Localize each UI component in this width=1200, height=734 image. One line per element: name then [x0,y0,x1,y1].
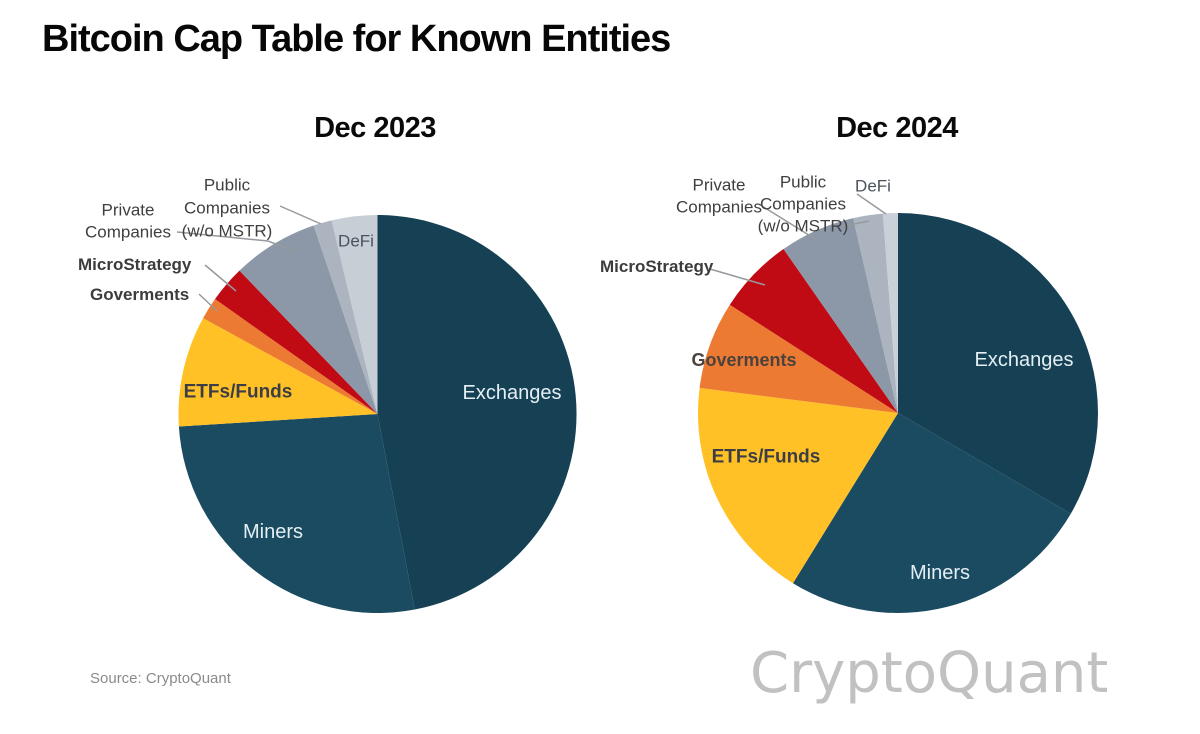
pie-2024-slice-defi [882,213,898,413]
label-right-miners: Miners [909,562,971,584]
leader-left-public-companies [279,205,322,225]
callout-right-microstrategy: MicroStrategy [600,257,714,276]
callout-right-public-line3: (w/o MSTR) [757,216,849,236]
pie-2024-slice-private-companies [783,218,898,413]
callout-right-private-line1: Private [692,175,746,195]
cryptoquant-watermark: CryptoQuant [750,641,1109,706]
leader-left-microstrategy [204,264,237,292]
callout-left-goverments: Goverments [90,285,190,304]
page-title: Bitcoin Cap Table for Known Entities [42,18,671,60]
pie-2024-slice-miners [792,413,1071,613]
label-left-etfs-funds: ETFs/Funds [183,381,293,403]
pie-2023-slice-etfs-funds [178,318,378,427]
leader-right-defi [856,193,887,215]
pie-2023-slice-exchanges [377,215,577,610]
pie-dec-2024 [698,213,1098,613]
callout-right-private-line2: Companies [676,197,762,217]
callout-right-defi: DeFi [855,176,891,196]
label-right-goverments: Goverments [691,350,797,370]
callout-leader-lines [176,193,887,312]
label-left-defi: DeFi [338,231,374,251]
label-left-miners: Miners [242,521,304,543]
label-right-etfs-funds: ETFs/Funds [711,446,821,468]
pie-title-dec-2024: Dec 2024 [836,112,958,144]
leader-left-private-companies [176,231,295,252]
pie-2024-slice-public-companies-w-o-mstr [853,213,898,413]
pie-2024-slice-microstrategy [729,249,898,413]
pie-2023-slice-goverments [203,299,378,414]
callout-left-private-line2: Companies [85,222,171,242]
pie-2023-slice-microstrategy [215,270,378,414]
callout-right-public-line1: Public [779,172,827,192]
callout-left-public-line3: (w/o MSTR) [181,221,273,241]
pie-dec-2023 [178,215,577,614]
callout-left-public-line2: Companies [184,198,270,218]
label-left-exchanges: Exchanges [462,382,562,404]
label-right-exchanges: Exchanges [974,349,1074,371]
callout-left-public-line1: Public [203,175,251,195]
pie-title-dec-2023: Dec 2023 [314,112,436,144]
pie-2023-slice-private-companies [239,225,378,414]
pie-2024-slice-etfs-funds [698,387,898,584]
leader-right-private-companies [761,205,821,243]
callout-left-private-line1: Private [101,200,155,220]
callout-right-public-line2: Companies [760,194,846,214]
pie-2023-slice-defi [331,215,378,414]
leader-right-public-companies [844,220,870,227]
callout-left-microstrategy: MicroStrategy [78,255,192,274]
pie-2023-slice-miners [178,414,415,614]
pie-2024-slice-goverments [699,304,898,413]
leader-right-microstrategy [709,268,766,286]
pie-2023-slice-public-companies-w-o-mstr [313,220,378,414]
pie-2024-slice-exchanges [898,213,1098,514]
source-note: Source: CryptoQuant [90,670,231,687]
leader-left-goverments [198,293,218,312]
